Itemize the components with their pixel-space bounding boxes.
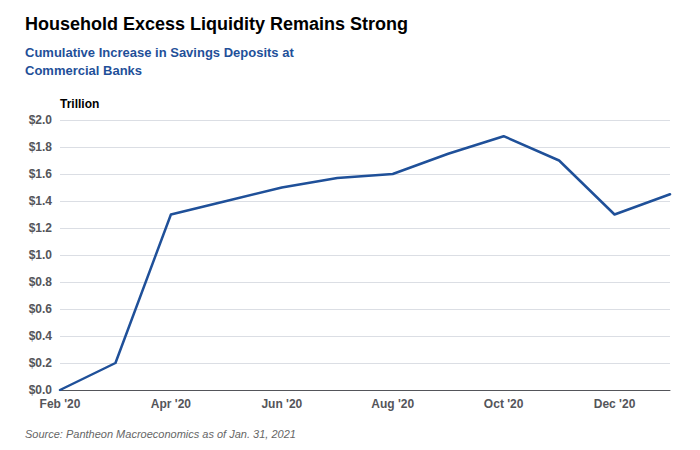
svg-text:Oct '20: Oct '20 [484,397,524,411]
svg-text:Cumulative Increase in Savings: Cumulative Increase in Savings Deposits … [25,45,294,60]
svg-text:Jun '20: Jun '20 [261,397,302,411]
svg-text:$0.6: $0.6 [29,302,53,316]
svg-text:Household Excess Liquidity Rem: Household Excess Liquidity Remains Stron… [25,14,408,34]
svg-text:Aug '20: Aug '20 [371,397,414,411]
svg-text:$1.4: $1.4 [29,194,53,208]
svg-text:$0.0: $0.0 [29,383,53,397]
svg-text:$1.8: $1.8 [29,140,53,154]
svg-text:$0.8: $0.8 [29,275,53,289]
svg-text:$1.2: $1.2 [29,221,53,235]
svg-text:Dec '20: Dec '20 [594,397,636,411]
svg-text:$1.6: $1.6 [29,167,53,181]
svg-text:Trillion: Trillion [60,97,99,111]
svg-text:Feb '20: Feb '20 [40,397,81,411]
svg-text:$0.4: $0.4 [29,329,53,343]
svg-text:Apr '20: Apr '20 [151,397,192,411]
svg-text:$2.0: $2.0 [29,113,53,127]
svg-text:$0.2: $0.2 [29,356,53,370]
svg-text:Source: Pantheon Macroeconomic: Source: Pantheon Macroeconomics as of Ja… [25,428,296,440]
svg-text:Commercial Banks: Commercial Banks [25,63,142,78]
svg-text:$1.0: $1.0 [29,248,53,262]
